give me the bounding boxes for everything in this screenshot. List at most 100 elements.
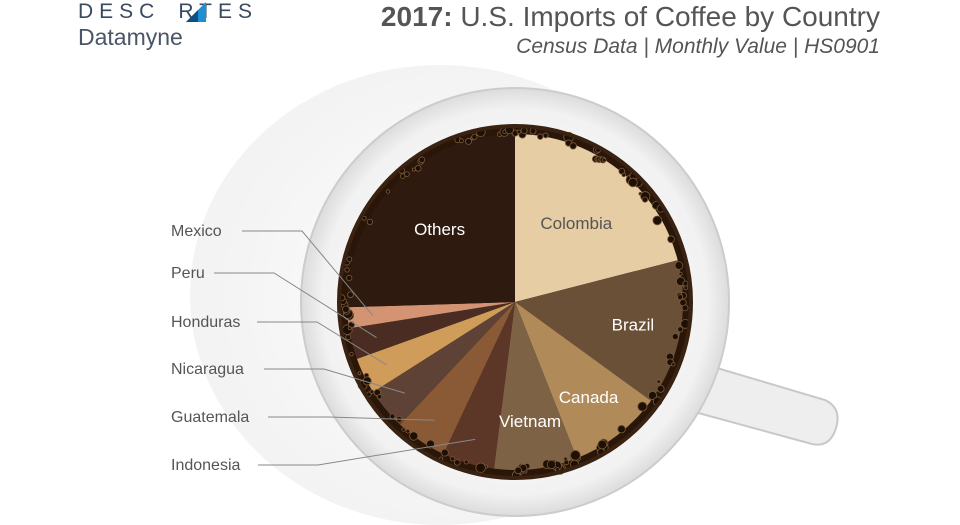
foam-bubble bbox=[677, 294, 684, 301]
slice-label-vietnam: Vietnam bbox=[499, 412, 561, 431]
foam-bubble bbox=[674, 261, 684, 270]
slice-label-nicaragua: Nicaragua bbox=[171, 361, 244, 378]
foam-bubble bbox=[346, 256, 353, 263]
brand-subname: Datamyne bbox=[78, 24, 183, 50]
callout-line-mexico bbox=[242, 230, 374, 316]
slice-label-brazil: Brazil bbox=[612, 315, 655, 334]
slice-label-others: Others bbox=[414, 220, 465, 239]
callout-line-peru bbox=[214, 272, 377, 338]
foam-bubble bbox=[677, 326, 684, 333]
foam-bubble bbox=[514, 466, 523, 475]
callout-line-indonesia bbox=[258, 438, 476, 466]
chart-title-text: U.S. Imports of Coffee by Country bbox=[460, 1, 880, 32]
foam-bubble bbox=[366, 218, 373, 226]
coffee-foam-bubbles bbox=[337, 124, 693, 480]
foam-bubble bbox=[369, 389, 375, 394]
brand-name: DESC RTES bbox=[78, 0, 258, 24]
foam-bubble bbox=[621, 172, 627, 178]
foam-bubble bbox=[465, 137, 472, 145]
cup-handle bbox=[678, 358, 839, 446]
foam-bubble bbox=[516, 129, 522, 135]
slice-label-colombia: Colombia bbox=[540, 214, 612, 233]
foam-bubble bbox=[342, 305, 350, 313]
foam-bubble bbox=[389, 413, 396, 420]
foam-bubble bbox=[542, 132, 549, 139]
foam-bubble bbox=[357, 371, 362, 376]
pie-slice-brazil bbox=[515, 260, 683, 401]
foam-bubble bbox=[656, 384, 665, 393]
pie-slice-peru bbox=[349, 302, 515, 359]
pie-slice-nicaragua bbox=[373, 302, 515, 425]
chart-subtitle: Census Data | Monthly Value | HS0901 bbox=[516, 35, 880, 58]
foam-bubble bbox=[449, 456, 455, 462]
callout-line-nicaragua bbox=[264, 368, 405, 394]
slice-label-mexico: Mexico bbox=[171, 223, 222, 240]
slice-label-indonesia: Indonesia bbox=[171, 457, 240, 474]
foam-bubble bbox=[409, 431, 419, 441]
pie-slice-others bbox=[347, 134, 515, 308]
pie-slice-honduras bbox=[356, 302, 515, 393]
callout-line-guatemala bbox=[268, 416, 435, 421]
brand-logo: DESC RTES Datamyne bbox=[78, 0, 258, 50]
foam-bubble bbox=[385, 189, 391, 194]
foam-bubble bbox=[652, 215, 663, 226]
foam-bubble bbox=[471, 133, 478, 140]
slice-label-canada: Canada bbox=[559, 388, 619, 407]
foam-bubble bbox=[344, 267, 350, 273]
foam-bubble bbox=[602, 158, 607, 163]
chart-header: 2017: U.S. Imports of Coffee by Country … bbox=[381, 0, 880, 60]
foam-bubble bbox=[454, 459, 461, 466]
foam-bubble bbox=[681, 304, 689, 312]
foam-bubble bbox=[418, 156, 426, 164]
pie-slice-colombia bbox=[515, 134, 678, 302]
callout-line-honduras bbox=[257, 321, 387, 366]
pie-slice-mexico bbox=[347, 302, 515, 329]
foam-bubble bbox=[648, 391, 658, 400]
foam-bubble bbox=[671, 362, 676, 367]
foam-bubble bbox=[570, 449, 581, 461]
pie-slice-canada bbox=[515, 302, 651, 459]
foam-bubble bbox=[347, 326, 352, 331]
foam-bubble bbox=[667, 235, 675, 244]
foam-bubble bbox=[563, 459, 570, 466]
pie-slice-vietnam bbox=[493, 302, 577, 470]
foam-bubble bbox=[637, 401, 648, 412]
foam-bubble bbox=[414, 165, 422, 172]
slice-label-peru: Peru bbox=[171, 265, 205, 282]
foam-bubble bbox=[347, 291, 354, 298]
foam-bubble bbox=[405, 429, 411, 434]
slice-label-honduras: Honduras bbox=[171, 314, 240, 331]
foam-bubble bbox=[404, 171, 410, 177]
foam-bubble bbox=[678, 271, 683, 276]
foam-bubble bbox=[520, 127, 528, 135]
foam-bubble bbox=[617, 424, 626, 434]
foam-bubble bbox=[641, 196, 649, 203]
foam-bubble bbox=[569, 142, 577, 150]
chart-title-year: 2017: bbox=[380, 1, 453, 32]
brand-accent-icon bbox=[186, 2, 206, 22]
foam-bubble bbox=[376, 394, 383, 400]
foam-bubble bbox=[458, 138, 464, 144]
chart-title: 2017: U.S. Imports of Coffee by Country bbox=[381, 0, 880, 34]
foam-bubble bbox=[671, 333, 679, 341]
pie-slice-guatemala bbox=[399, 302, 515, 455]
coffee-rim bbox=[337, 124, 693, 480]
foam-bubble bbox=[475, 462, 486, 473]
foam-bubble bbox=[546, 459, 557, 470]
foam-bubble bbox=[345, 334, 352, 340]
pie-slices bbox=[347, 134, 683, 470]
foam-bubble bbox=[401, 427, 406, 432]
foam-bubble bbox=[440, 448, 449, 457]
foam-bubble bbox=[346, 274, 353, 282]
foam-bubble bbox=[463, 459, 469, 465]
pie-labels: Colombia Brazil Canada Vietnam Indonesia Guat… bbox=[171, 214, 654, 474]
pie-slice-indonesia bbox=[443, 302, 515, 469]
foam-bubble bbox=[656, 379, 661, 384]
slice-label-guatemala: Guatemala bbox=[171, 409, 249, 426]
foam-bubble bbox=[597, 439, 608, 450]
foam-bubble bbox=[682, 280, 689, 287]
foam-bubble bbox=[349, 351, 354, 357]
foam-bubble bbox=[628, 177, 638, 188]
brand-name-part1: DESC bbox=[78, 0, 161, 23]
